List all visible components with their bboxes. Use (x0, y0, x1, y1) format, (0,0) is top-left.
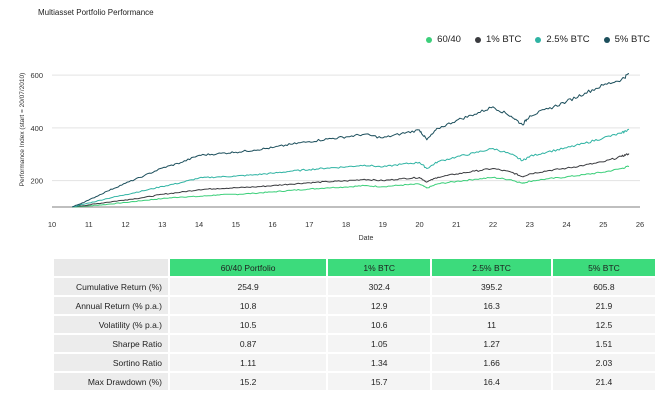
chart-legend: 60/40 1% BTC 2.5% BTC 5% BTC (426, 34, 650, 45)
series-line-0 (72, 165, 630, 208)
x-tick-label: 23 (526, 220, 534, 229)
table-row: Sharpe Ratio 0.87 1.05 1.27 1.51 (54, 335, 655, 352)
table-header-corner (54, 259, 168, 276)
row-label: Cumulative Return (%) (54, 278, 168, 295)
legend-item-2-5-btc: 2.5% BTC (535, 34, 590, 45)
x-tick-label: 16 (268, 220, 276, 229)
table-cell: 21.4 (552, 373, 655, 390)
row-label: Sortino Ratio (54, 354, 168, 371)
series-line-1 (72, 153, 630, 208)
table-cell: 1.51 (552, 335, 655, 352)
table-cell: 11 (432, 316, 551, 333)
table-cell: 21.9 (552, 297, 655, 314)
legend-item-60-40: 60/40 (426, 34, 461, 45)
x-tick-label: 25 (599, 220, 607, 229)
table-row: Annual Return (% p.a.) 10.8 12.9 16.3 21… (54, 297, 655, 314)
legend-dot-icon (535, 36, 542, 43)
table-cell: 10.8 (170, 297, 327, 314)
legend-label: 1% BTC (485, 34, 522, 45)
y-tick-label: 200 (30, 177, 43, 186)
table-cell: 605.8 (552, 278, 655, 295)
x-tick-label: 15 (232, 220, 240, 229)
chart-title: Multiasset Portfolio Performance (38, 8, 154, 17)
table-cell: 1.34 (328, 354, 431, 371)
table-cell: 12.5 (552, 316, 655, 333)
table-row: Sortino Ratio 1.11 1.34 1.66 2.03 (54, 354, 655, 371)
row-label: Max Drawdown (%) (54, 373, 168, 390)
table-cell: 16.4 (432, 373, 551, 390)
series-line-3 (72, 73, 630, 208)
table-header-cell: 5% BTC (552, 259, 655, 276)
table-cell: 15.2 (170, 373, 327, 390)
table-row: Max Drawdown (%) 15.2 15.7 16.4 21.4 (54, 373, 655, 390)
table-cell: 2.03 (552, 354, 655, 371)
x-tick-label: 20 (415, 220, 423, 229)
x-tick-label: 19 (379, 220, 387, 229)
row-label: Annual Return (% p.a.) (54, 297, 168, 314)
y-tick-label: 400 (30, 124, 43, 133)
table-cell: 1.05 (328, 335, 431, 352)
x-tick-label: 21 (452, 220, 460, 229)
x-tick-label: 14 (195, 220, 203, 229)
table-cell: 10.6 (328, 316, 431, 333)
x-tick-label: 12 (121, 220, 129, 229)
x-tick-label: 18 (342, 220, 350, 229)
row-label: Sharpe Ratio (54, 335, 168, 352)
table-header-cell: 1% BTC (328, 259, 431, 276)
table-cell: 15.7 (328, 373, 431, 390)
table-cell: 10.5 (170, 316, 327, 333)
legend-dot-icon (474, 36, 481, 43)
series-line-2 (72, 128, 630, 208)
legend-label: 60/40 (437, 34, 461, 45)
x-tick-label: 11 (85, 220, 93, 229)
table-cell: 12.9 (328, 297, 431, 314)
x-tick-label: 24 (562, 220, 570, 229)
table-header-cell: 2.5% BTC (432, 259, 551, 276)
table-cell: 1.66 (432, 354, 551, 371)
x-axis-label: Date (359, 235, 374, 242)
table-cell: 254.9 (170, 278, 327, 295)
y-tick-label: 600 (30, 71, 43, 80)
legend-item-5-btc: 5% BTC (603, 34, 650, 45)
table-cell: 0.87 (170, 335, 327, 352)
legend-dot-icon (603, 36, 610, 43)
table-row: Cumulative Return (%) 254.9 302.4 395.2 … (54, 278, 655, 295)
table-cell: 1.11 (170, 354, 327, 371)
x-tick-label: 17 (305, 220, 313, 229)
metrics-table: 60/40 Portfolio 1% BTC 2.5% BTC 5% BTC C… (52, 257, 657, 392)
x-tick-label: 26 (636, 220, 644, 229)
row-label: Volatility (% p.a.) (54, 316, 168, 333)
legend-label: 2.5% BTC (546, 34, 590, 45)
table-header-row: 60/40 Portfolio 1% BTC 2.5% BTC 5% BTC (54, 259, 655, 276)
table-cell: 395.2 (432, 278, 551, 295)
table-row: Volatility (% p.a.) 10.5 10.6 11 12.5 (54, 316, 655, 333)
legend-dot-icon (426, 36, 433, 43)
table-cell: 16.3 (432, 297, 551, 314)
performance-line-chart: 200 400 600 10 11 12 13 14 15 16 17 18 19 20 21 22 23 24 2… (19, 71, 644, 242)
x-tick-label: 13 (158, 220, 166, 229)
legend-item-1-btc: 1% BTC (474, 34, 522, 45)
x-tick-label: 10 (48, 220, 56, 229)
table-cell: 302.4 (328, 278, 431, 295)
y-axis-label: Performance Index (start = 20/07/2010) (19, 73, 26, 187)
legend-label: 5% BTC (614, 34, 650, 45)
table-header-cell: 60/40 Portfolio (170, 259, 327, 276)
x-tick-label: 22 (489, 220, 497, 229)
table-cell: 1.27 (432, 335, 551, 352)
